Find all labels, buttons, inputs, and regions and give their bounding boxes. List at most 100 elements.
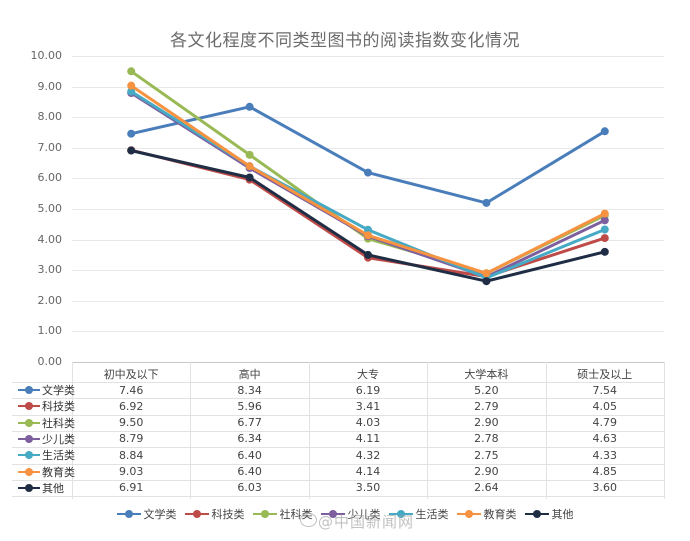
table-row-header: 少儿类	[18, 432, 75, 446]
data-point	[600, 127, 609, 136]
legend-key-icon	[116, 509, 141, 519]
series-key-icon	[18, 385, 40, 395]
table-column-divider	[190, 362, 192, 500]
data-label: 5.20	[474, 383, 499, 397]
data-label: 6.34	[237, 432, 262, 446]
y-tick-label: 9.00	[37, 79, 63, 93]
series-key-icon	[18, 467, 40, 477]
legend-label: 文学类	[143, 508, 177, 521]
data-label: 3.50	[355, 481, 381, 495]
y-tick-label: 8.00	[37, 110, 63, 124]
data-label: 3.60	[592, 481, 618, 495]
data-label: 2.90	[474, 465, 499, 478]
data-label: 4.14	[355, 465, 381, 478]
y-tick-label: 0.00	[37, 355, 63, 368]
gridline	[72, 56, 664, 57]
data-point	[245, 102, 254, 111]
data-label: 6.03	[237, 481, 262, 495]
x-tick-label: 高中	[238, 368, 261, 381]
table-column-divider	[664, 362, 665, 500]
series-name: 少儿类	[42, 432, 75, 446]
legend: 文学类 科技类 社科类 少儿类 生活类 教育类 其他	[0, 506, 690, 522]
series-name: 文学类	[42, 384, 75, 397]
table-row-divider	[12, 463, 664, 465]
table-column-divider	[427, 362, 429, 500]
gridline	[72, 300, 664, 302]
table-row-divider	[12, 430, 664, 432]
legend-item: 科技类	[184, 506, 245, 522]
data-label: 2.64	[474, 481, 499, 495]
data-point	[600, 225, 609, 234]
series-key-icon	[18, 418, 40, 428]
series-name: 教育类	[42, 465, 75, 479]
data-label: 4.05	[592, 399, 618, 413]
data-label: 2.75	[474, 448, 499, 462]
legend-item: 文学类	[116, 506, 177, 522]
legend-key-icon	[456, 509, 481, 519]
data-label: 3.41	[355, 399, 381, 413]
data-label: 4.32	[355, 448, 381, 462]
legend-item: 少儿类	[320, 506, 381, 522]
data-label: 2.90	[474, 416, 499, 430]
x-tick-label: 硕士及以上	[577, 368, 633, 381]
data-point	[364, 168, 372, 177]
data-point	[127, 87, 136, 96]
series-name: 科技类	[42, 400, 75, 414]
watermark: @中国新闻网	[318, 513, 415, 531]
series-name: 其他	[42, 481, 64, 495]
legend-item: 教育类	[456, 506, 517, 522]
data-point	[600, 216, 609, 225]
table-row-divider	[12, 496, 664, 498]
table-column-divider	[72, 362, 73, 500]
legend-item: 其他	[524, 506, 574, 522]
gridline	[72, 209, 664, 210]
series-1	[127, 102, 609, 207]
data-point	[127, 129, 136, 138]
data-label: 6.92	[118, 399, 144, 413]
gridline	[72, 362, 664, 363]
y-tick-label: 5.00	[37, 202, 63, 215]
data-label: 4.85	[592, 465, 618, 478]
y-tick-label: 7.00	[37, 140, 63, 154]
data-point	[245, 150, 254, 159]
legend-label: 少儿类	[347, 508, 381, 521]
legend-label: 生活类	[415, 508, 449, 521]
data-point	[245, 173, 254, 182]
legend-label: 科技类	[211, 508, 245, 521]
table-row-header: 其他	[18, 481, 64, 495]
data-label: 6.19	[355, 383, 381, 397]
legend-item: 生活类	[388, 506, 449, 522]
data-label: 2.78	[474, 432, 499, 446]
legend-key-icon	[184, 509, 209, 519]
data-label: 4.79	[592, 416, 618, 430]
gridline	[72, 86, 664, 88]
series-6	[127, 81, 609, 278]
table-row-header: 科技类	[18, 399, 75, 413]
data-point	[600, 247, 609, 256]
table-row-header: 生活类	[18, 448, 75, 462]
table-row-header: 文学类	[18, 383, 75, 397]
y-tick-label: 1.00	[37, 324, 63, 338]
gridline	[72, 270, 664, 272]
data-label: 4.03	[355, 416, 381, 430]
legend-key-icon	[252, 509, 277, 519]
data-label: 5.96	[237, 399, 262, 413]
data-point	[127, 146, 136, 155]
data-label: 4.11	[355, 432, 381, 446]
series-key-icon	[18, 434, 40, 444]
table-column-divider	[545, 362, 547, 500]
data-point	[482, 198, 491, 207]
x-tick-label: 初中及以下	[103, 368, 159, 381]
chart-title: 各文化程度不同类型图书的阅读指数变化情况	[170, 31, 520, 51]
data-point	[600, 209, 609, 218]
gridline	[72, 178, 664, 180]
legend-key-icon	[388, 509, 413, 519]
data-label: 7.54	[592, 383, 618, 397]
table-row-header: 教育类	[18, 465, 75, 479]
data-point	[364, 250, 372, 259]
table-row-divider	[12, 479, 664, 481]
data-label: 9.50	[118, 416, 144, 430]
legend-label: 其他	[551, 508, 574, 521]
data-point	[364, 231, 372, 240]
